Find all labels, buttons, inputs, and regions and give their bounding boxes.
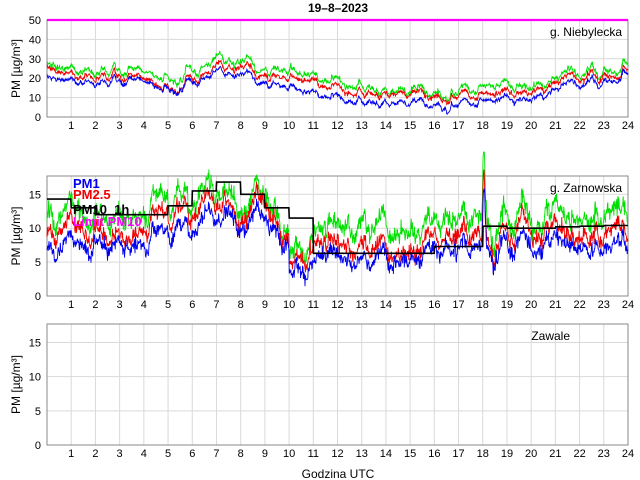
- svg-text:7: 7: [213, 299, 219, 311]
- svg-text:g. Zarnowska: g. Zarnowska: [550, 181, 622, 195]
- svg-text:7: 7: [213, 120, 219, 132]
- svg-text:PM [µg/m³]: PM [µg/m³]: [9, 355, 23, 414]
- svg-text:6: 6: [189, 120, 195, 132]
- svg-text:11: 11: [308, 120, 319, 132]
- svg-text:14: 14: [380, 299, 392, 311]
- svg-text:5: 5: [35, 257, 41, 269]
- svg-text:5: 5: [35, 406, 41, 418]
- svg-text:15: 15: [404, 299, 416, 311]
- svg-text:10: 10: [283, 120, 295, 132]
- svg-text:PM [µg/m³]: PM [µg/m³]: [9, 39, 23, 98]
- svg-text:15: 15: [29, 189, 41, 201]
- svg-text:17: 17: [452, 448, 464, 460]
- svg-text:4: 4: [141, 448, 147, 460]
- svg-text:10: 10: [283, 448, 295, 460]
- svg-text:12: 12: [331, 299, 343, 311]
- svg-text:8: 8: [238, 448, 244, 460]
- svg-text:19–8–2023: 19–8–2023: [308, 1, 368, 15]
- svg-text:19: 19: [501, 120, 513, 132]
- svg-text:10: 10: [29, 223, 41, 235]
- svg-text:18: 18: [477, 299, 489, 311]
- svg-text:6: 6: [189, 299, 195, 311]
- svg-text:21: 21: [549, 120, 561, 132]
- svg-text:Godzina UTC: Godzina UTC: [302, 467, 375, 480]
- svg-text:Limit PM10: Limit PM10: [73, 214, 142, 229]
- svg-text:15: 15: [404, 448, 416, 460]
- svg-text:4: 4: [141, 120, 147, 132]
- svg-text:16: 16: [428, 120, 440, 132]
- svg-text:16: 16: [428, 448, 440, 460]
- svg-text:7: 7: [213, 448, 219, 460]
- svg-text:0: 0: [35, 440, 41, 452]
- svg-text:5: 5: [165, 299, 171, 311]
- svg-text:8: 8: [238, 299, 244, 311]
- svg-text:9: 9: [262, 120, 268, 132]
- svg-text:2: 2: [92, 120, 98, 132]
- svg-text:9: 9: [262, 448, 268, 460]
- svg-text:18: 18: [477, 120, 489, 132]
- svg-text:16: 16: [428, 299, 440, 311]
- svg-text:19: 19: [501, 299, 513, 311]
- svg-text:17: 17: [452, 299, 464, 311]
- svg-text:Zawale: Zawale: [531, 329, 570, 343]
- svg-text:1: 1: [68, 448, 74, 460]
- svg-text:PM [µg/m³]: PM [µg/m³]: [9, 207, 23, 266]
- svg-text:15: 15: [404, 120, 416, 132]
- svg-text:8: 8: [238, 120, 244, 132]
- svg-text:20: 20: [525, 299, 537, 311]
- svg-text:18: 18: [477, 448, 489, 460]
- svg-text:0: 0: [35, 291, 41, 303]
- svg-text:20: 20: [525, 448, 537, 460]
- svg-text:1: 1: [68, 299, 74, 311]
- svg-text:4: 4: [141, 299, 147, 311]
- svg-text:24: 24: [622, 299, 634, 311]
- svg-text:23: 23: [598, 299, 610, 311]
- svg-text:9: 9: [262, 299, 268, 311]
- svg-text:22: 22: [573, 299, 585, 311]
- svg-text:20: 20: [525, 120, 537, 132]
- svg-text:23: 23: [598, 448, 610, 460]
- svg-text:3: 3: [117, 299, 123, 311]
- svg-text:22: 22: [573, 448, 585, 460]
- svg-text:24: 24: [622, 120, 634, 132]
- svg-text:2: 2: [92, 299, 98, 311]
- svg-text:13: 13: [356, 299, 368, 311]
- svg-text:21: 21: [549, 448, 561, 460]
- svg-text:10: 10: [283, 299, 295, 311]
- svg-text:PM2.5: PM2.5: [73, 187, 111, 202]
- svg-text:24: 24: [622, 448, 634, 460]
- svg-text:0: 0: [35, 112, 41, 124]
- svg-text:19: 19: [501, 448, 513, 460]
- svg-text:10: 10: [29, 372, 41, 384]
- svg-text:50: 50: [29, 15, 41, 27]
- svg-text:g. Niebylecka: g. Niebylecka: [550, 25, 622, 39]
- svg-text:3: 3: [117, 448, 123, 460]
- svg-text:14: 14: [380, 448, 392, 460]
- svg-text:3: 3: [117, 120, 123, 132]
- svg-text:5: 5: [165, 448, 171, 460]
- svg-text:30: 30: [29, 54, 41, 66]
- svg-text:6: 6: [189, 448, 195, 460]
- svg-text:17: 17: [452, 120, 464, 132]
- svg-text:20: 20: [29, 73, 41, 85]
- svg-text:22: 22: [573, 120, 585, 132]
- svg-text:15: 15: [29, 337, 41, 349]
- svg-text:10: 10: [29, 93, 41, 105]
- svg-text:11: 11: [308, 299, 319, 311]
- svg-text:11: 11: [308, 448, 319, 460]
- svg-text:14: 14: [380, 120, 392, 132]
- svg-text:1: 1: [68, 120, 74, 132]
- svg-text:13: 13: [356, 448, 368, 460]
- svg-text:12: 12: [331, 120, 343, 132]
- svg-text:23: 23: [598, 120, 610, 132]
- svg-text:21: 21: [549, 299, 561, 311]
- svg-text:5: 5: [165, 120, 171, 132]
- svg-text:2: 2: [92, 448, 98, 460]
- svg-text:40: 40: [29, 34, 41, 46]
- svg-text:12: 12: [331, 448, 343, 460]
- svg-text:13: 13: [356, 120, 368, 132]
